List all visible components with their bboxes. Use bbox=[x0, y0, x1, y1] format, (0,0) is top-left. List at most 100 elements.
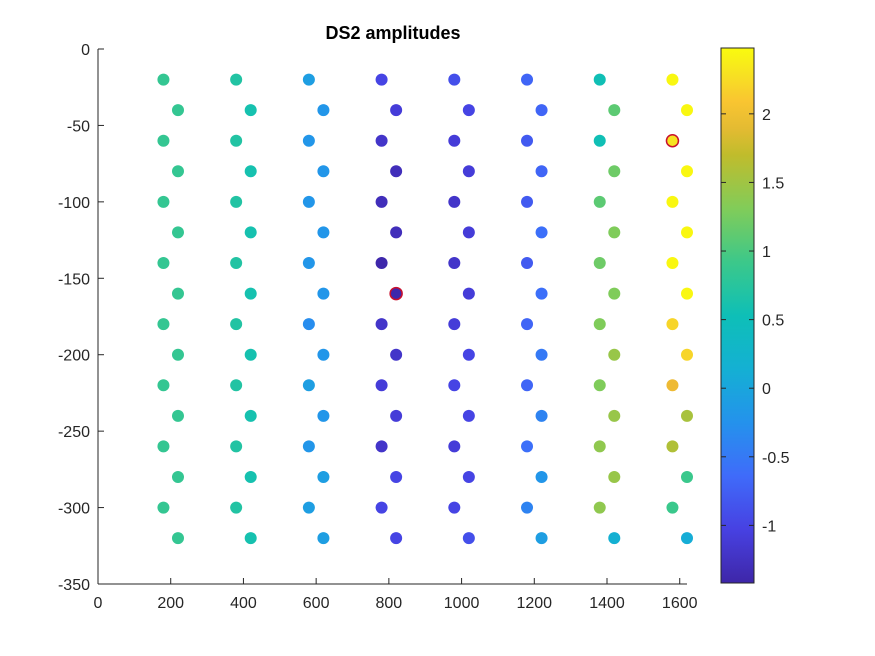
data-point bbox=[535, 532, 548, 545]
data-point bbox=[521, 195, 534, 208]
data-point bbox=[302, 501, 315, 514]
data-point bbox=[521, 440, 534, 453]
data-point bbox=[535, 287, 548, 300]
data-point bbox=[302, 318, 315, 331]
data-point bbox=[244, 348, 257, 361]
data-point bbox=[462, 287, 475, 300]
data-point bbox=[375, 501, 388, 514]
data-point bbox=[375, 440, 388, 453]
y-tick-label: -150 bbox=[58, 271, 90, 288]
data-point bbox=[666, 195, 679, 208]
data-point bbox=[462, 226, 475, 239]
data-point bbox=[608, 226, 621, 239]
data-point bbox=[608, 287, 621, 300]
data-point bbox=[317, 165, 330, 178]
data-point bbox=[593, 257, 606, 269]
y-tick-label: -350 bbox=[58, 577, 90, 594]
data-point bbox=[666, 318, 679, 331]
data-point bbox=[157, 73, 170, 86]
data-point bbox=[681, 104, 693, 117]
data-point bbox=[230, 73, 243, 86]
data-point bbox=[171, 165, 184, 178]
data-point bbox=[244, 226, 257, 239]
data-point bbox=[535, 409, 548, 422]
data-point bbox=[462, 532, 475, 545]
data-point bbox=[171, 226, 184, 239]
data-point bbox=[593, 318, 606, 331]
colorbar-tick-label: -0.5 bbox=[762, 450, 790, 467]
data-point bbox=[317, 287, 330, 300]
data-point bbox=[448, 379, 461, 392]
data-point bbox=[448, 257, 461, 269]
x-tick-label: 1200 bbox=[516, 595, 552, 612]
data-point bbox=[317, 226, 330, 239]
data-point bbox=[666, 257, 679, 269]
x-tick-label: 1600 bbox=[662, 595, 698, 612]
data-point bbox=[681, 471, 693, 483]
data-point bbox=[244, 532, 257, 545]
data-point bbox=[302, 195, 315, 208]
data-point bbox=[157, 440, 170, 453]
data-point bbox=[448, 73, 461, 86]
data-point bbox=[681, 348, 693, 361]
chart-title: DS2 amplitudes bbox=[325, 23, 460, 43]
data-point bbox=[230, 501, 243, 514]
data-point bbox=[171, 532, 184, 545]
data-point bbox=[593, 440, 606, 453]
data-point bbox=[521, 134, 534, 147]
x-tick-label: 800 bbox=[376, 595, 403, 612]
data-point bbox=[317, 471, 330, 483]
data-point bbox=[230, 318, 243, 331]
data-point bbox=[666, 501, 679, 514]
data-point bbox=[375, 195, 388, 208]
data-point bbox=[317, 348, 330, 361]
data-point bbox=[157, 134, 170, 147]
data-point bbox=[302, 257, 315, 269]
colorbar: -1 -0.5 0 0.5 1 1.5 2 bbox=[720, 47, 790, 584]
data-point bbox=[302, 73, 315, 86]
data-point bbox=[244, 471, 257, 483]
data-point bbox=[448, 440, 461, 453]
data-point bbox=[244, 287, 257, 300]
data-point bbox=[448, 134, 461, 147]
y-tick-label: -300 bbox=[58, 501, 90, 518]
data-point bbox=[462, 104, 475, 117]
data-point bbox=[681, 165, 693, 178]
colorbar-tick-label: 0.5 bbox=[762, 313, 784, 330]
data-point bbox=[302, 440, 315, 453]
x-tick-label: 1400 bbox=[589, 595, 625, 612]
y-tick-label: -100 bbox=[58, 195, 90, 212]
data-point bbox=[375, 257, 388, 269]
data-point bbox=[462, 471, 475, 483]
data-point bbox=[535, 226, 548, 239]
data-point bbox=[157, 379, 170, 392]
data-point bbox=[608, 532, 621, 545]
data-point bbox=[535, 104, 548, 117]
data-point bbox=[317, 532, 330, 545]
data-point bbox=[244, 104, 257, 117]
data-point bbox=[317, 409, 330, 422]
data-point bbox=[462, 165, 475, 178]
data-point bbox=[375, 73, 388, 86]
data-point bbox=[608, 104, 621, 117]
data-point bbox=[666, 379, 679, 392]
data-point bbox=[448, 501, 461, 514]
x-tick-label: 200 bbox=[157, 595, 184, 612]
colorbar-tick-label: -1 bbox=[762, 518, 776, 535]
colorbar-tick-label: 2 bbox=[762, 107, 771, 124]
data-point bbox=[681, 532, 693, 545]
data-point bbox=[462, 348, 475, 361]
colorbar-gradient bbox=[720, 47, 755, 584]
y-tick-label: -200 bbox=[58, 348, 90, 365]
data-point bbox=[666, 73, 679, 86]
data-point bbox=[535, 165, 548, 178]
data-point bbox=[608, 165, 621, 178]
data-point bbox=[171, 409, 184, 422]
data-point bbox=[681, 226, 693, 239]
data-point bbox=[390, 471, 403, 483]
data-point bbox=[375, 379, 388, 392]
axes: 0 200 400 600 800 1000 1200 1400 1600 0 -50 -100 -15… bbox=[58, 42, 698, 612]
data-point bbox=[390, 165, 403, 178]
data-point bbox=[302, 134, 315, 147]
data-point bbox=[230, 440, 243, 453]
